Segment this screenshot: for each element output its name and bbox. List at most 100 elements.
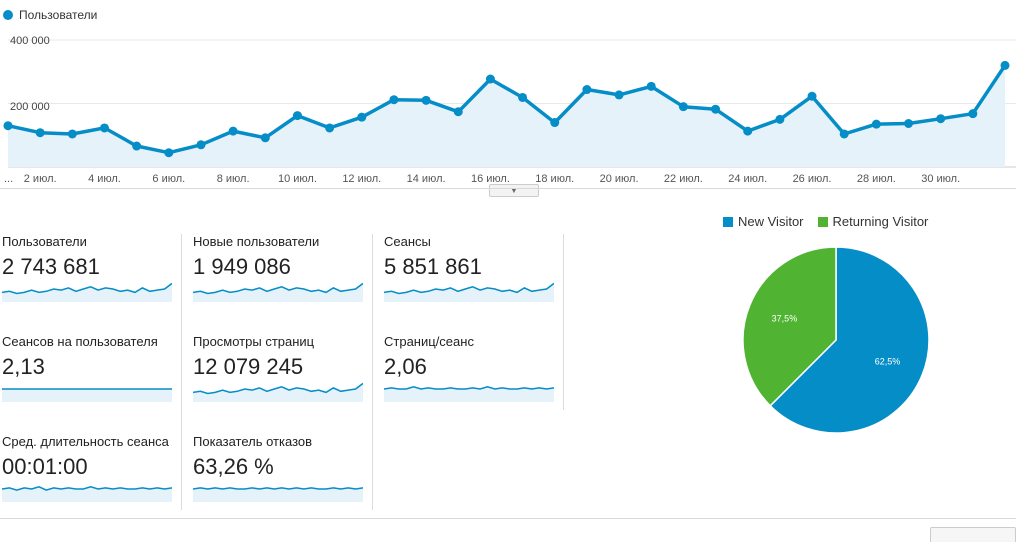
metric-sparkline bbox=[384, 386, 554, 402]
metric-sessions-per-user[interactable]: Сеансов на пользователя 2,13 bbox=[0, 334, 190, 414]
x-tick-label: 6 июл. bbox=[152, 173, 185, 185]
data-point[interactable] bbox=[228, 126, 238, 136]
chart-legend[interactable]: Пользователи bbox=[3, 8, 97, 22]
sparkline-area bbox=[2, 486, 172, 502]
data-point[interactable] bbox=[325, 123, 335, 133]
y-tick-label: 400 000 bbox=[10, 35, 50, 47]
series-line bbox=[7, 64, 1007, 155]
x-tick-label: 30 июл. bbox=[921, 173, 960, 185]
sparkline-area bbox=[193, 283, 363, 302]
x-tick-label: ... bbox=[4, 173, 13, 185]
data-point[interactable] bbox=[421, 95, 431, 105]
data-point[interactable] bbox=[292, 111, 302, 121]
data-point[interactable] bbox=[968, 109, 978, 119]
data-point[interactable] bbox=[357, 112, 367, 122]
metric-label: Показатель отказов bbox=[193, 434, 313, 449]
metric-label: Просмотры страниц bbox=[193, 334, 315, 349]
chart-divider bbox=[0, 188, 1016, 189]
x-tick-label: 8 июл. bbox=[217, 173, 250, 185]
data-point[interactable] bbox=[550, 118, 560, 128]
metric-value: 1 949 086 bbox=[193, 254, 291, 279]
metric-value: 2 743 681 bbox=[2, 254, 100, 279]
data-point[interactable] bbox=[485, 74, 495, 84]
data-point[interactable] bbox=[35, 128, 45, 138]
metric-label: Сеансов на пользователя bbox=[2, 334, 158, 349]
pie-slice-label: 37,5% bbox=[772, 314, 798, 324]
data-point[interactable] bbox=[132, 141, 142, 151]
data-point[interactable] bbox=[518, 92, 528, 102]
data-point[interactable] bbox=[453, 107, 463, 117]
x-tick-label: 26 июл. bbox=[793, 173, 832, 185]
data-point[interactable] bbox=[164, 148, 174, 158]
pie-slice[interactable] bbox=[742, 246, 837, 407]
series-dot-icon bbox=[3, 10, 13, 20]
x-tick-label: 14 июл. bbox=[407, 173, 446, 185]
bottom-divider bbox=[0, 518, 1016, 519]
pie-legend-item-returning[interactable]: Returning Visitor bbox=[817, 214, 929, 229]
data-point[interactable] bbox=[775, 114, 785, 124]
metric-sparkline bbox=[193, 282, 363, 302]
metric-new-users[interactable]: Новые пользователи 1 949 086 bbox=[191, 234, 381, 314]
data-point[interactable] bbox=[678, 102, 688, 112]
metric-pages-per-session[interactable]: Страниц/сеанс 2,06 bbox=[382, 334, 572, 414]
metric-sparkline bbox=[193, 487, 363, 502]
data-point[interactable] bbox=[614, 90, 624, 100]
x-tick-label: 28 июл. bbox=[857, 173, 896, 185]
x-tick-label: 10 июл. bbox=[278, 173, 317, 185]
data-point[interactable] bbox=[389, 95, 399, 105]
data-point[interactable] bbox=[646, 81, 656, 91]
chart-resize-handle[interactable]: ▼ bbox=[489, 184, 539, 197]
metric-sparkline bbox=[384, 282, 554, 302]
metric-sparkline bbox=[2, 486, 172, 502]
data-point[interactable] bbox=[582, 85, 592, 95]
metric-divider bbox=[181, 234, 182, 510]
metric-pageviews[interactable]: Просмотры страниц 12 079 245 bbox=[191, 334, 381, 414]
data-point[interactable] bbox=[839, 129, 849, 139]
data-point[interactable] bbox=[807, 91, 817, 101]
data-point[interactable] bbox=[260, 133, 270, 143]
metric-label: Пользователи bbox=[2, 234, 87, 249]
x-tick-label: 18 июл. bbox=[535, 173, 574, 185]
metric-sparkline bbox=[193, 382, 363, 402]
pie-legend-item-new[interactable]: New Visitor bbox=[723, 214, 804, 229]
series-area bbox=[8, 65, 1005, 167]
metric-label: Сеансы bbox=[384, 234, 431, 249]
data-point[interactable] bbox=[871, 119, 881, 129]
data-point[interactable] bbox=[743, 126, 753, 136]
data-point[interactable] bbox=[936, 114, 946, 124]
metric-sessions[interactable]: Сеансы 5 851 861 bbox=[382, 234, 572, 314]
y-tick-label: 200 000 bbox=[10, 101, 50, 113]
sparkline-area bbox=[2, 283, 172, 302]
sparkline-line bbox=[193, 487, 363, 490]
metric-avg-session-duration[interactable]: Сред. длительность сеанса 00:01:00 bbox=[0, 434, 190, 514]
x-tick-label: 4 июл. bbox=[88, 173, 121, 185]
sparkline-area bbox=[2, 389, 172, 402]
visitor-type-pie-chart[interactable]: 62,5% 37,5% bbox=[740, 245, 940, 440]
data-point[interactable] bbox=[711, 104, 721, 114]
pie-slice[interactable] bbox=[769, 246, 930, 434]
metric-bounce-rate[interactable]: Показатель отказов 63,26 % bbox=[191, 434, 381, 514]
sparkline-line bbox=[2, 486, 172, 491]
data-point[interactable] bbox=[99, 123, 109, 133]
sparkline-area bbox=[384, 386, 554, 402]
sparkline-area bbox=[193, 487, 363, 502]
metric-users[interactable]: Пользователи 2 743 681 bbox=[0, 234, 190, 314]
data-point[interactable] bbox=[67, 129, 77, 139]
data-point[interactable] bbox=[196, 140, 206, 150]
metric-value: 2,06 bbox=[384, 354, 427, 379]
corner-button[interactable] bbox=[930, 527, 1016, 542]
data-point[interactable] bbox=[1000, 60, 1010, 70]
metric-value: 5 851 861 bbox=[384, 254, 482, 279]
legend-label: New Visitor bbox=[738, 214, 804, 229]
metric-label: Сред. длительность сеанса bbox=[2, 434, 169, 449]
sparkline-area bbox=[193, 383, 363, 402]
sparkline-line bbox=[384, 282, 554, 295]
metric-value: 63,26 % bbox=[193, 454, 274, 479]
data-point[interactable] bbox=[3, 121, 13, 131]
metric-divider bbox=[372, 234, 373, 510]
legend-label: Returning Visitor bbox=[832, 214, 929, 229]
users-line-chart[interactable]: ... 2 июл. 4 июл. 6 июл. 8 июл. 10 июл. 12 июл… bbox=[0, 0, 1016, 190]
data-point[interactable] bbox=[904, 119, 914, 129]
x-tick-label: 16 июл. bbox=[471, 173, 510, 185]
x-tick-label: 24 июл. bbox=[728, 173, 767, 185]
